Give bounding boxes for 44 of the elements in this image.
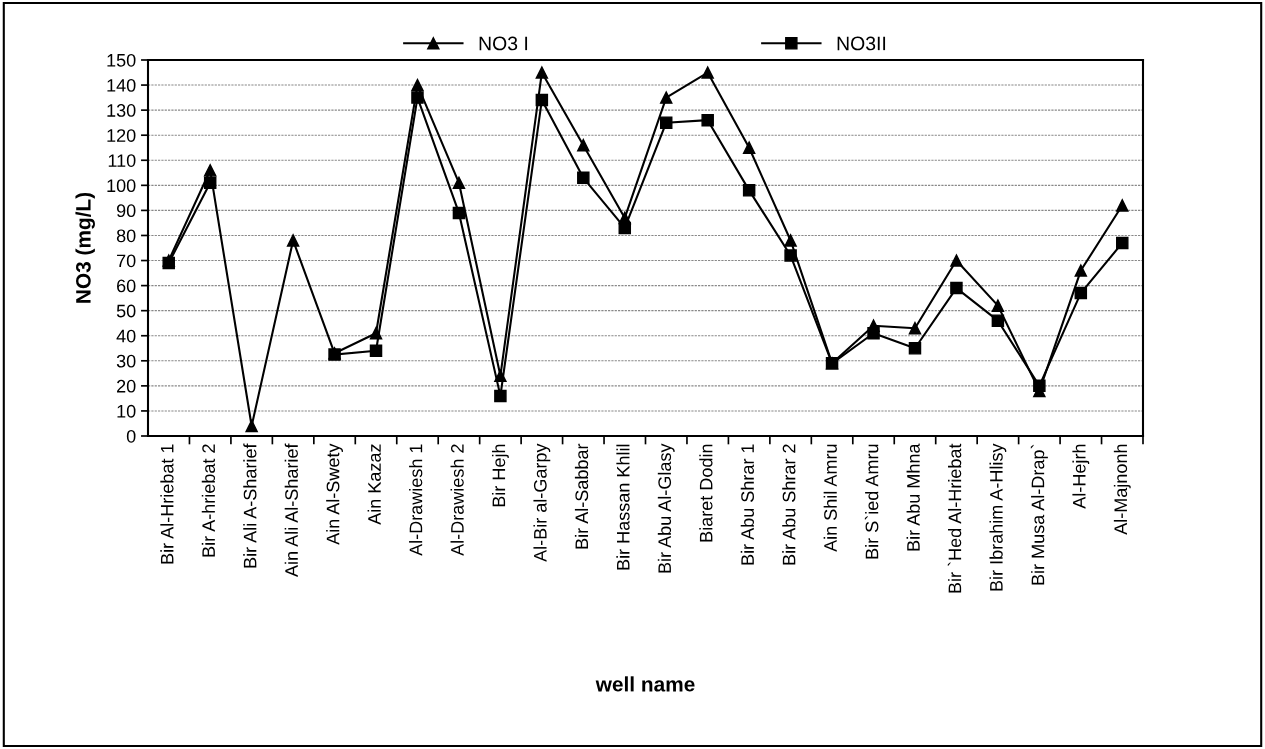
y-tick-label: 140 (107, 79, 136, 92)
x-axis-title: well name (595, 676, 695, 692)
y-tick-label: 10 (117, 404, 136, 418)
legend-label: NO3 I (479, 36, 528, 51)
y-tick-label: 30 (116, 354, 136, 368)
x-tick-label: Bir Hejh (491, 444, 509, 507)
x-tick-label: Bir Abu Shrar 2 (782, 444, 796, 565)
x-tick-label: Ain Ali Al-Sharief (284, 443, 298, 577)
y-tick-label: 0 (126, 429, 136, 443)
x-tick-label: Al-Drawiesh 1 (409, 444, 423, 556)
x-tick-label: Bir Hassan Khlil (616, 444, 630, 570)
x-tick-label: Bir Al-Hriebat 1 (160, 444, 174, 564)
x-tick-label: Bir Abu Al-Glasy (657, 443, 675, 573)
x-tick-label: Bir Musa Al-Drap` (1030, 444, 1048, 585)
x-tick-label: Ain Shil Amru (823, 444, 837, 552)
x-tick-label: Al-Hejrh (1072, 444, 1090, 509)
y-tick-label: 120 (107, 129, 136, 142)
y-tick-label: 110 (108, 154, 136, 167)
x-tick-label: Bir Abu Mhna (906, 443, 920, 551)
x-tick-label: Al-Bir al-Garpy (533, 443, 551, 562)
y-tick-label: 100 (107, 179, 136, 193)
y-tick-label: 60 (117, 279, 136, 293)
y-tick-label: 80 (116, 229, 136, 243)
y-tick-label: 150 (107, 53, 136, 67)
x-tick-label: Bir A-hriebat 2 (201, 444, 216, 557)
x-tick-label: Bir Ibrahim A-Hlisy (989, 443, 1007, 591)
y-tick-label: 20 (117, 379, 136, 393)
y-tick-label: 90 (116, 204, 136, 218)
y-tick-label: 50 (116, 304, 136, 318)
x-tick-label: Bir S`ied Amru (864, 444, 879, 559)
legend-label: NO3II (837, 36, 886, 51)
y-axis-title: NO3 (mg/L) (75, 192, 95, 303)
x-tick-label: Ain Al-Swety (326, 443, 343, 545)
x-tick-label: Al-Majnonh (1113, 444, 1131, 535)
y-tick-label: 130 (107, 104, 136, 117)
x-tick-label: Bir `Hed Al-Hriebat (947, 443, 962, 593)
x-tick-label: Ain Kazaz (367, 444, 381, 525)
x-tick-label: Al-Drawiesh 2 (450, 444, 464, 556)
y-tick-label: 40 (116, 329, 136, 343)
x-tick-label: Bir Abu Shrar 1 (740, 444, 754, 565)
y-tick-label: 70 (117, 254, 136, 268)
x-tick-label: Biaret Dodin (699, 444, 713, 542)
x-tick-label: Bir Al-Sabbar (574, 443, 589, 549)
x-tick-label: Bir Ali A-Sharief (243, 443, 257, 568)
